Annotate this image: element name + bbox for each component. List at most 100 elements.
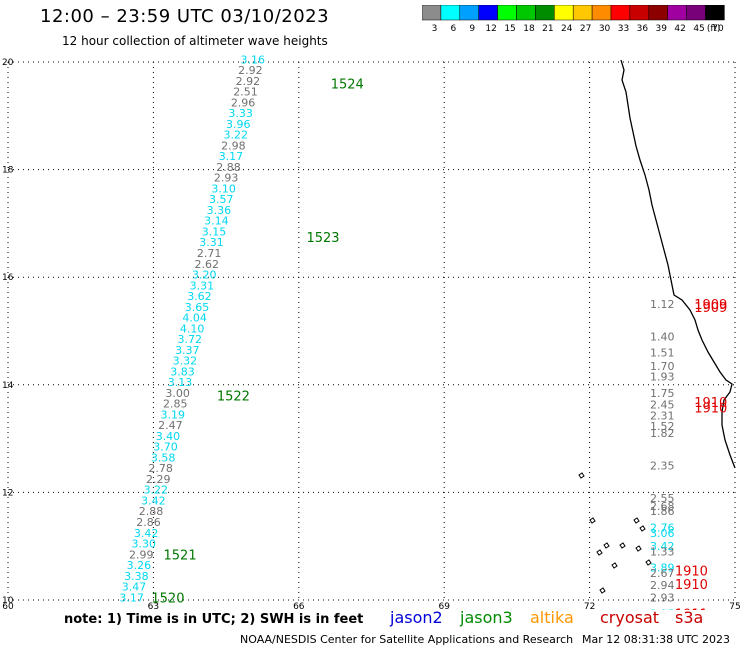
colorbar-label: 33 <box>618 24 629 33</box>
wave-height-label: 2.93 <box>214 172 239 185</box>
colorbar-label: 3 <box>432 24 438 33</box>
wave-height-label: 2.55 <box>650 492 675 505</box>
colorbar-label: 18 <box>523 24 535 33</box>
wave-height-label: 1.40 <box>650 330 675 343</box>
pass-time-label: 1522 <box>217 390 250 405</box>
x-tick-label: 66 <box>293 602 305 610</box>
wave-height-label: 3.17 <box>219 150 244 163</box>
footer-credit: NOAA/NESDIS Center for Satellite Applica… <box>240 633 574 646</box>
wave-height-label: 2.96 <box>231 96 256 109</box>
colorbar-legend: 3 6 9 12 15 18 21 24 27 30 33 36 39 42 45 70(ft) <box>422 5 725 33</box>
wave-height-label: 3.14 <box>204 215 229 228</box>
wave-height-label: 3.10 <box>211 182 236 195</box>
wave-height-label: 2.47 <box>158 419 183 432</box>
y-tick-label: 18 <box>2 166 14 176</box>
wave-height-label: 2.92 <box>236 75 261 88</box>
wave-height-label: 3.65 <box>185 301 210 314</box>
y-tick-label: 10 <box>2 596 14 606</box>
colorbar-label: 70 <box>712 24 724 33</box>
pass-time-label: 1910 <box>675 578 708 593</box>
wave-height-label: 3.31 <box>199 236 224 249</box>
wave-height-label: 3.58 <box>151 451 176 464</box>
wave-height-label: 1.86 <box>650 505 675 518</box>
wave-height-label: 2.92 <box>238 64 263 77</box>
wave-height-label: 2.67 <box>650 567 675 580</box>
pass-time-label: 1524 <box>331 78 364 93</box>
wave-height-label: 1.70 <box>650 360 675 373</box>
y-tick-label: 20 <box>2 58 14 68</box>
wave-height-label: 3.83 <box>170 365 195 378</box>
wave-height-label: 4.10 <box>180 322 205 335</box>
wave-height-label: 3.32 <box>173 355 198 368</box>
wave-height-label: 3.31 <box>190 279 215 292</box>
pass-time-label: 1909 <box>694 298 727 313</box>
wave-height-label: 3.37 <box>175 344 200 357</box>
wave-height-label: 3.19 <box>161 408 186 421</box>
colorbar-label: 15 <box>504 24 515 33</box>
wave-height-label: 3.13 <box>168 376 193 389</box>
y-tick-label: 14 <box>2 381 14 391</box>
x-tick-label: 72 <box>584 602 595 610</box>
colorbar-label: 27 <box>580 24 591 33</box>
wave-height-label: 3.89 <box>650 562 675 575</box>
wave-height-label: 3.57 <box>209 193 234 206</box>
wave-height-label: 2.29 <box>146 473 171 486</box>
colorbar-label: 9 <box>469 24 475 33</box>
wave-height-label: 3.30 <box>131 538 156 551</box>
wave-height-label: 2.98 <box>221 139 246 152</box>
pass-time-label: 1910 <box>694 401 727 416</box>
wave-height-label: 2.45 <box>650 399 675 412</box>
wave-height-label: 3.06 <box>650 527 675 540</box>
footer-note: note: 1) Time is in UTC; 2) SWH is in fe… <box>64 612 364 627</box>
wave-height-label: 3.62 <box>187 290 212 303</box>
wave-height-label: 3.42 <box>141 494 166 507</box>
wave-height-label: 2.86 <box>136 516 161 529</box>
wave-height-label: 3.33 <box>228 107 253 120</box>
x-tick-label: 63 <box>148 602 159 610</box>
x-tick-label: 75 <box>729 602 740 610</box>
satellite-jason3: jason3 <box>460 608 513 627</box>
coastline <box>620 59 736 469</box>
map-title: 12:00 – 23:59 UTC 03/10/2023 <box>40 6 330 27</box>
island-outline <box>596 549 603 556</box>
colorbar-label: 21 <box>542 24 553 33</box>
pass-time-label: 1521 <box>164 548 197 563</box>
y-tick-label: 16 <box>2 273 14 283</box>
satellite-jason2: jason2 <box>390 608 443 627</box>
wave-height-label: 2.35 <box>650 460 675 473</box>
colorbar-label: 45 <box>693 24 704 33</box>
wave-height-map: 60 63 66 69 72 751012141618203.173.473.383.26… <box>2 53 740 610</box>
satellite-s3a: s3a <box>675 608 704 627</box>
island-outline <box>639 525 646 532</box>
y-tick-label: 12 <box>2 488 13 498</box>
wave-height-label: 3.00 <box>165 387 190 400</box>
island-outline <box>645 559 652 566</box>
island-outline <box>633 517 640 524</box>
wave-height-label: 3.17 <box>119 591 144 604</box>
wave-height-label: 3.42 <box>134 527 159 540</box>
wave-height-label: 1.75 <box>650 387 675 400</box>
wave-height-label: 2.62 <box>194 258 219 271</box>
pass-time-label: 1911 <box>675 607 708 610</box>
wave-height-label: 1.12 <box>650 298 675 311</box>
wave-height-label: 1.52 <box>650 420 675 433</box>
wave-height-label: 3.38 <box>124 570 149 583</box>
wave-height-label: 3.15 <box>202 225 227 238</box>
wave-height-label: 3.22 <box>224 129 249 142</box>
wave-height-label: 3.20 <box>192 269 217 282</box>
colorbar-label: 6 <box>450 24 456 33</box>
colorbar-label: 39 <box>656 24 668 33</box>
island-outline <box>578 472 585 479</box>
pass-time-label: 1523 <box>306 231 339 246</box>
x-tick-label: 69 <box>438 602 450 610</box>
wave-height-label: 3.42 <box>650 540 675 553</box>
island-outline <box>619 542 626 549</box>
satellite-altika: altika <box>530 608 574 627</box>
wave-height-label: 2.85 <box>163 398 188 411</box>
wave-height-label: 4.04 <box>182 312 207 325</box>
pass-time-label: 1520 <box>151 591 184 606</box>
pass-time-label: 1909 <box>694 301 727 316</box>
pass-time-label: 1910 <box>675 564 708 579</box>
colorbar-swatch <box>705 5 725 21</box>
colorbar-label: 12 <box>485 24 496 33</box>
